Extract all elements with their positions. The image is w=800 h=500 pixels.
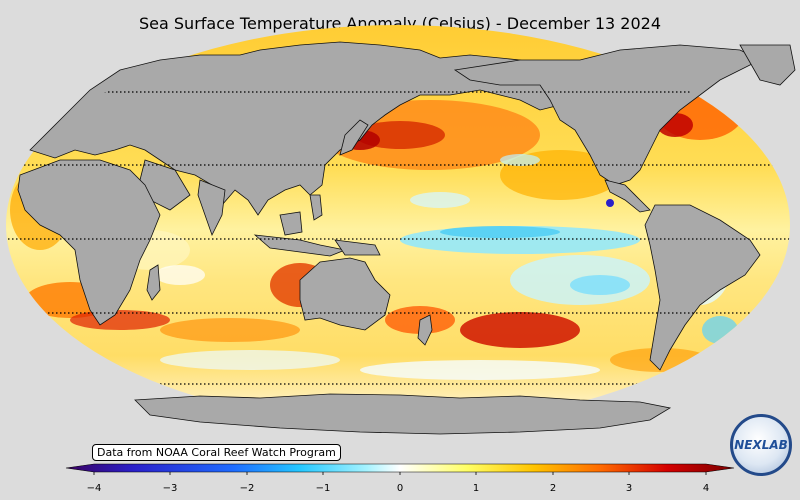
borneo-land (279, 211, 303, 236)
new-zealand-land (417, 314, 433, 346)
sst-anomaly-map (6, 25, 796, 435)
colorbar-tick-label: −2 (239, 483, 255, 494)
colorbar-tick-label: 1 (472, 483, 480, 494)
australia-land (299, 257, 391, 331)
colorbar-tick-label: 4 (702, 483, 710, 494)
colorbar-tick-label: 0 (396, 483, 404, 494)
madagascar-land (146, 264, 161, 301)
colorbar-tick-label: −3 (162, 483, 178, 494)
colorbar-tick-label: −4 (86, 483, 102, 494)
india-land (197, 179, 226, 237)
new-guinea-land (334, 239, 381, 256)
eurasia-land (29, 41, 601, 216)
colorbar-ramp (65, 463, 735, 473)
central-america-land (604, 179, 651, 213)
colorbar-tick-label: 3 (625, 483, 633, 494)
land-layer (17, 41, 796, 435)
colorbar-tick-label: 2 (549, 483, 557, 494)
africa-land (17, 159, 161, 326)
data-source-note: Data from NOAA Coral Reef Watch Program (92, 444, 341, 461)
south-america-land (644, 204, 761, 371)
japan-land (339, 119, 369, 156)
greenland-land (739, 44, 796, 86)
north-america-land (453, 44, 761, 186)
nexlab-logo: NEXLAB (730, 414, 792, 476)
map-title: Sea Surface Temperature Anomaly (Celsius… (139, 14, 661, 33)
indonesia-land (253, 234, 347, 257)
colorbar-tick-label: −1 (315, 483, 331, 494)
logo-text: NEXLAB (734, 438, 788, 452)
antarctica-land (134, 393, 672, 435)
philippines-land (309, 194, 323, 221)
colorbar (65, 463, 735, 475)
